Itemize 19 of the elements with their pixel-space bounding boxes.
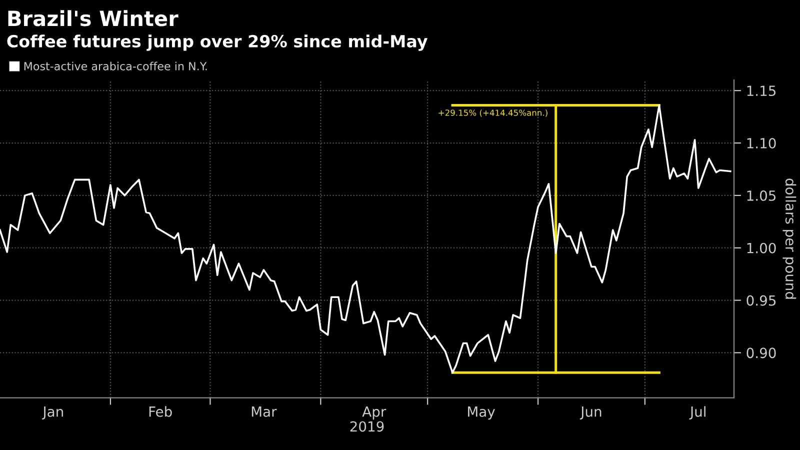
chart-title: Brazil's Winter	[8, 10, 178, 26]
y-tick-label: 1.05	[747, 190, 776, 201]
annotation: +29.15% (+414.45%ann.)	[438, 109, 548, 117]
y-tick-label: 1.15	[747, 86, 776, 96]
x-tick-label: Jul	[689, 406, 706, 420]
x-tick-label: Apr	[362, 406, 386, 420]
y-tick-label: 0.95	[746, 295, 776, 306]
y-tick-label: 1.10	[747, 138, 776, 148]
x-tick-label: Jun	[580, 406, 602, 420]
y-axis-title: dollars per pound	[782, 178, 796, 299]
x-tick-label: Jan	[42, 406, 63, 420]
y-tick-label: 1.00	[747, 242, 776, 254]
x-tick-label: May	[468, 406, 495, 420]
chart-subtitle: Coffee futures jump over 29% since mid-May	[7, 34, 428, 51]
x-tick-label: Mar	[252, 406, 277, 417]
x-axis-title: 2019	[350, 421, 384, 432]
y-tick-label: 0.90	[746, 348, 776, 358]
legend-label: Most-active arabica-coffee in N.Y.	[24, 62, 207, 70]
x-tick-label: Feb	[149, 406, 172, 417]
